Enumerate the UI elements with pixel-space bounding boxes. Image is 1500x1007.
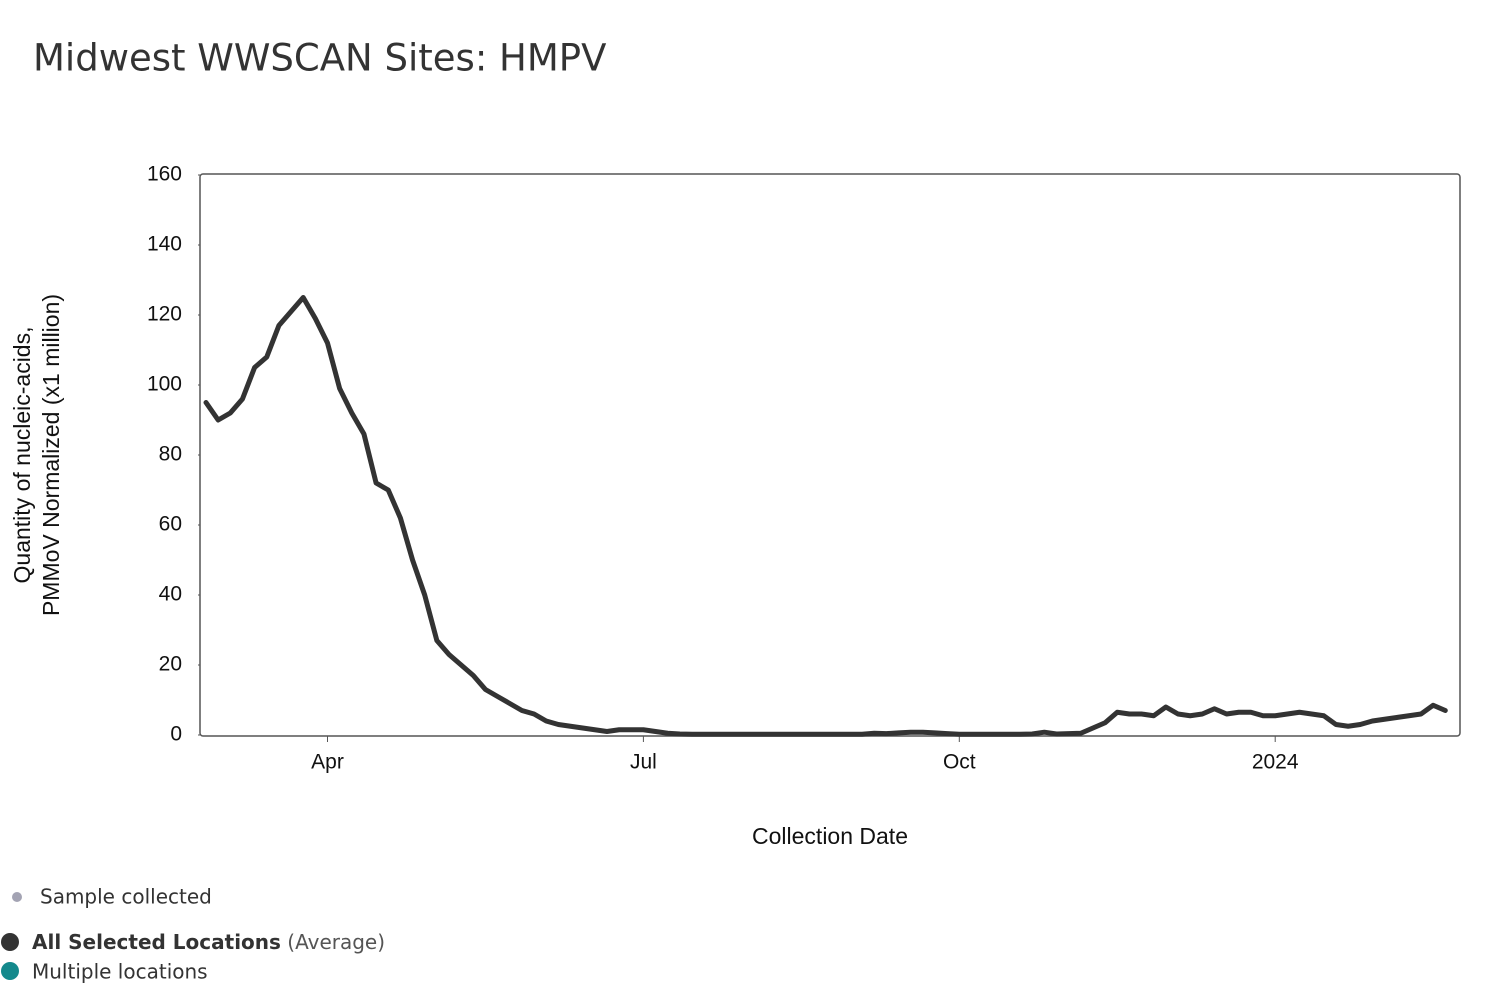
y-axis-title: PMMoV Normalized (x1 million) — [38, 294, 64, 616]
x-tick-label: Jul — [630, 751, 657, 774]
legend-label: Multiple locations — [32, 960, 208, 984]
x-tick-label: Oct — [943, 751, 976, 774]
legend-note: (Average) — [287, 930, 385, 954]
y-tick-label: 120 — [147, 303, 182, 326]
legend-label: Sample collected — [40, 885, 212, 909]
legend-dot — [12, 892, 22, 902]
legend-series: All Selected Locations — [32, 930, 281, 954]
chart-title: Midwest WWSCAN Sites: HMPV — [33, 37, 606, 80]
legend-label: All Selected Locations (Average) — [32, 930, 385, 954]
x-tick-label: Apr — [311, 751, 344, 774]
y-tick-label: 0 — [170, 723, 182, 746]
plot-frame — [199, 173, 1461, 737]
y-tick-label: 40 — [159, 583, 182, 606]
y-tick-label: 160 — [147, 163, 182, 186]
y-axis-title: Quantity of nucleic-acids, — [9, 327, 35, 584]
x-axis-title: Collection Date — [752, 823, 908, 849]
y-tick-label: 140 — [147, 233, 182, 256]
y-tick-label: 80 — [159, 443, 182, 466]
x-tick-label: 2024 — [1252, 751, 1299, 774]
data-line — [203, 295, 1448, 737]
y-tick-label: 60 — [159, 513, 182, 536]
legend-dot — [1, 962, 19, 980]
y-tick-label: 20 — [159, 653, 182, 676]
legend-dot — [1, 933, 19, 951]
y-tick-label: 100 — [147, 373, 182, 396]
